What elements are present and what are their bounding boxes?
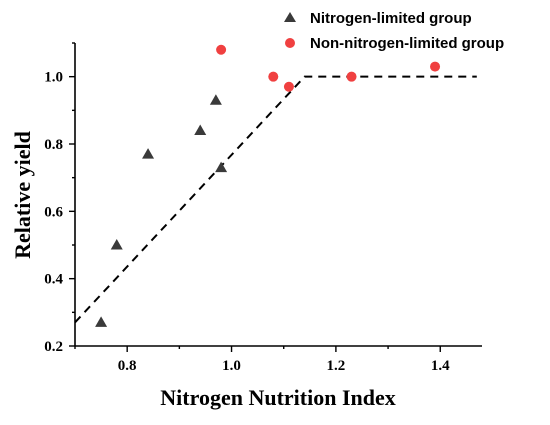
y-tick-label: 1.0 (44, 70, 63, 86)
circle-point (283, 81, 294, 92)
y-tick-label: 0.4 (44, 272, 63, 288)
axes (74, 43, 482, 347)
triangle-point (95, 316, 108, 327)
circle-point (430, 61, 441, 72)
y-tick-label: 0.2 (44, 339, 63, 355)
triangle-point (194, 124, 207, 136)
x-tick-label: 1.4 (431, 358, 450, 374)
circle-point (346, 71, 357, 82)
legend-label-nitrogen-limited: Nitrogen-limited group (310, 10, 472, 27)
x-tick-label: 1.0 (222, 358, 241, 374)
triangle-point (215, 161, 228, 173)
reference-line (74, 75, 477, 324)
data-points (95, 44, 441, 327)
circle-point (216, 44, 227, 55)
y-axis-title: Relative yield (10, 131, 35, 259)
y-ticks: 0.2 0.4 0.6 0.8 1.0 (44, 42, 75, 355)
triangle-point (142, 148, 155, 159)
circle-point (268, 71, 279, 82)
x-tick-label: 1.2 (327, 358, 346, 374)
triangle-point (209, 94, 222, 105)
y-tick-label: 0.8 (44, 137, 63, 153)
x-axis-title: Nitrogen Nutrition Index (160, 385, 396, 410)
legend: Nitrogen-limited group Non-nitrogen-limi… (284, 10, 504, 52)
triangle-point (110, 239, 123, 250)
legend-marker-triangle (284, 12, 296, 22)
y-tick-label: 0.6 (44, 204, 63, 220)
legend-marker-circle (285, 38, 295, 48)
reference-line-group (74, 75, 477, 324)
x-tick-label: 0.8 (118, 358, 137, 374)
x-ticks: 0.8 1.0 1.2 1.4 (74, 346, 450, 374)
legend-label-non-nitrogen-limited: Non-nitrogen-limited group (310, 35, 504, 52)
